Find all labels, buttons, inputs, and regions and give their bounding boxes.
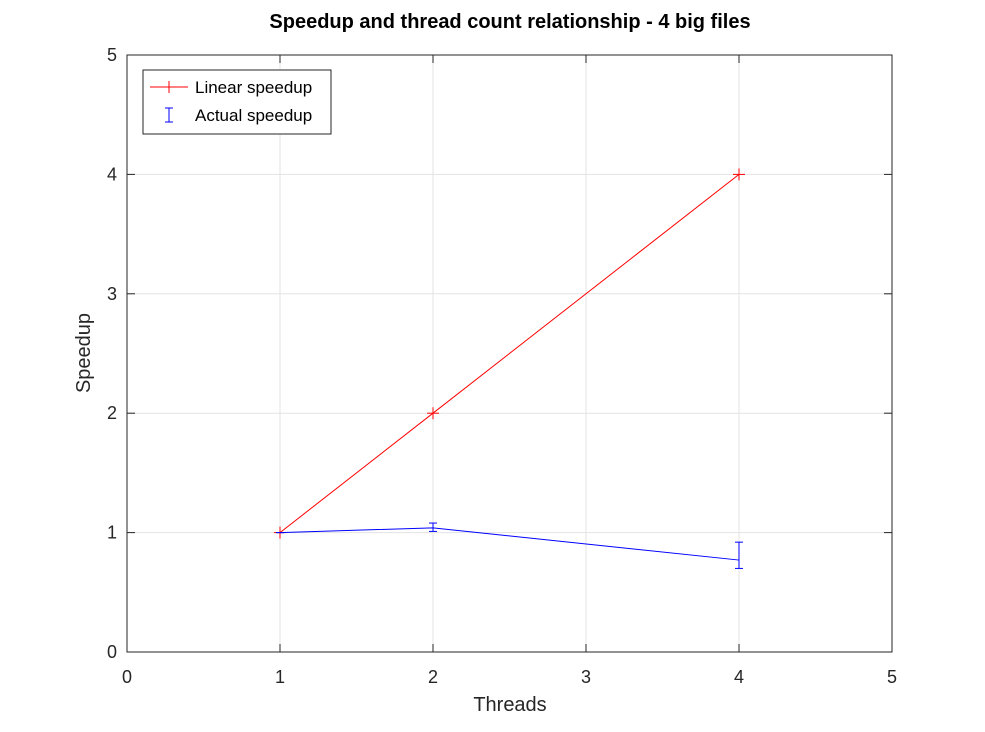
error-bar — [735, 541, 743, 569]
x-tick-label: 4 — [734, 667, 744, 687]
axis-ticks: 0 1 2 3 4 5 0 1 2 3 4 5 — [107, 45, 897, 687]
legend: Linear speedup Actual speedup — [142, 69, 332, 135]
y-tick-label: 2 — [107, 403, 117, 423]
series-line — [279, 174, 740, 533]
legend-item: Actual speedup — [165, 106, 312, 125]
x-axis-label: Threads — [473, 694, 546, 716]
data-point — [427, 407, 439, 420]
legend-label: Actual speedup — [195, 106, 312, 125]
chart-title: Speedup and thread count relationship - … — [269, 11, 750, 33]
y-tick-label: 1 — [107, 523, 117, 543]
x-tick-label: 5 — [887, 667, 897, 687]
y-tick-label: 3 — [107, 284, 117, 304]
x-tick-label: 3 — [581, 667, 591, 687]
data-point — [733, 168, 745, 181]
legend-box — [142, 69, 332, 135]
series — [274, 168, 745, 569]
legend-label: Linear speedup — [195, 78, 312, 97]
error-bar — [429, 522, 437, 532]
plot-frame — [126, 54, 893, 653]
y-tick-label: 0 — [107, 642, 117, 662]
legend-item: Linear speedup — [150, 78, 312, 97]
x-tick-label: 1 — [275, 667, 285, 687]
x-tick-label: 0 — [122, 667, 132, 687]
y-tick-label: 4 — [107, 164, 117, 184]
y-axis-label: Speedup — [73, 313, 95, 393]
y-tick-label: 5 — [107, 45, 117, 65]
x-tick-label: 2 — [428, 667, 438, 687]
